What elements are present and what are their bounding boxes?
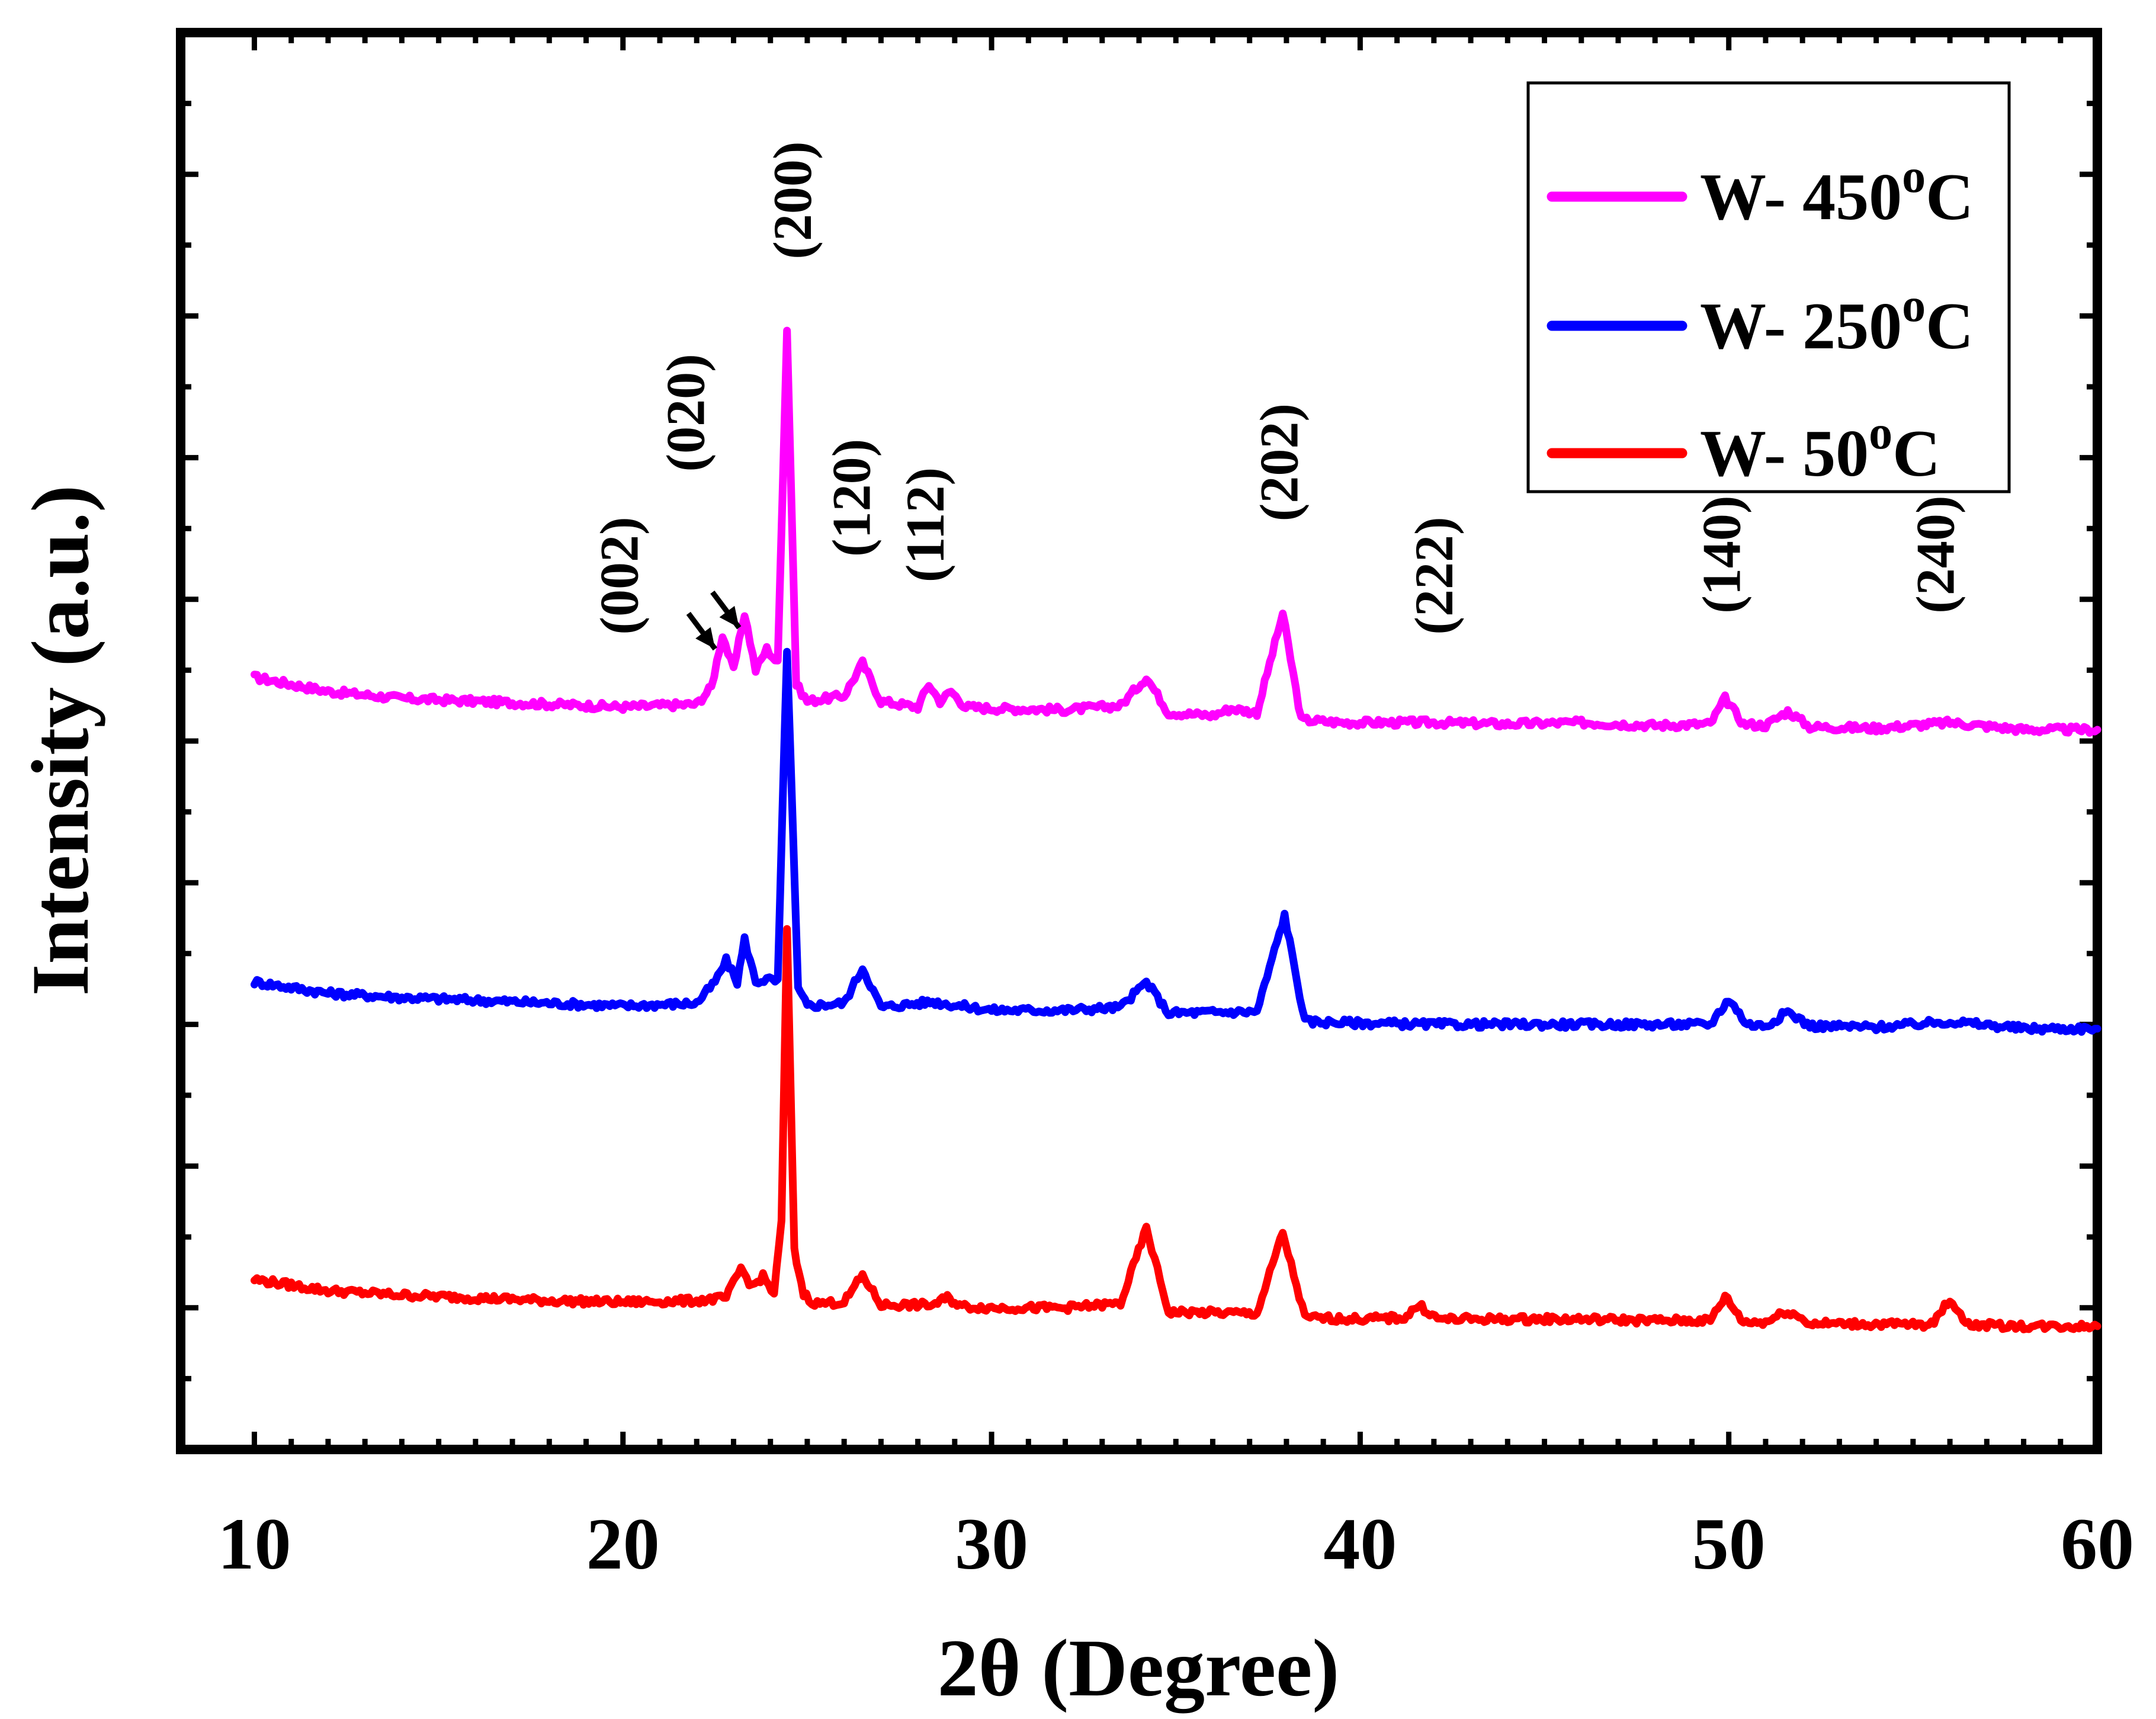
y-axis-title: Intensity (a.u.) [15, 485, 105, 996]
x-tick-label: 30 [955, 1503, 1028, 1585]
peak-arrow-head [719, 605, 739, 628]
peak-label: (222) [1404, 517, 1464, 634]
x-tick-label: 60 [2061, 1503, 2134, 1585]
x-tick-label: 50 [1692, 1503, 1766, 1585]
x-tick-label: 40 [1323, 1503, 1397, 1585]
peak-arrow-head [695, 627, 716, 649]
series-line [251, 326, 2102, 737]
legend-label: W- 50oC [1700, 407, 1940, 490]
ticks-group: 10 20 30 40 50 60 [181, 33, 2134, 1585]
peak-label: (240) [1905, 495, 1965, 613]
peak-label: (020) [656, 354, 716, 472]
peak-label: (140) [1691, 495, 1751, 613]
peak-label: (120) [822, 439, 882, 557]
annotations-group: (002)(020) (200) (120) (112) (202) (222) (140)… [589, 141, 1965, 651]
x-axis-title: 2θ (Degree) [938, 1622, 1340, 1713]
series-layer [251, 326, 2102, 1333]
legend-label: W- 450oC [1700, 150, 1974, 234]
legend-label: W- 250oC [1700, 280, 1974, 363]
series-line [251, 647, 2102, 1036]
legend-items: W- 450oC W- 250oC W- 50oC [1547, 150, 1974, 490]
x-tick-label: 10 [217, 1503, 291, 1585]
peak-label: (200) [762, 141, 823, 259]
legend: W- 450oC W- 250oC W- 50oC [1526, 81, 2011, 493]
x-tick-label: 20 [586, 1503, 660, 1585]
peak-label: (202) [1249, 403, 1310, 521]
peak-label: (112) [895, 467, 955, 582]
peak-label: (002) [589, 517, 650, 634]
legend-box [1526, 81, 2011, 493]
series-line [251, 925, 2102, 1333]
